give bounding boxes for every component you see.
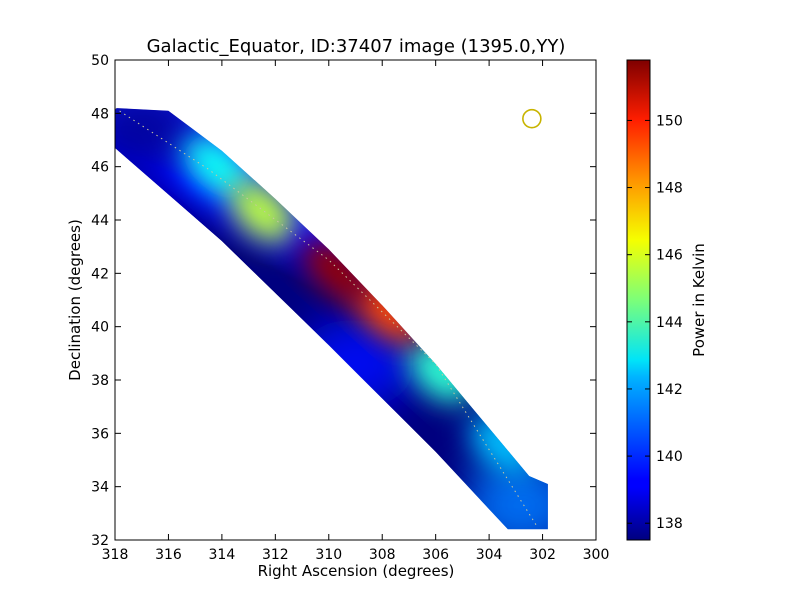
colorbar-tick-label: 146 (656, 248, 683, 264)
x-tick-label: 302 (529, 547, 556, 563)
colorbar-tick-label: 150 (656, 113, 683, 129)
y-tick-label: 44 (91, 213, 109, 229)
x-tick-label: 300 (583, 547, 610, 563)
plot-frame (114, 59, 597, 541)
y-tick-label: 40 (91, 320, 109, 336)
colorbar-tick-label: 144 (656, 315, 683, 331)
x-tick-label: 316 (155, 547, 182, 563)
strip-base (115, 108, 548, 530)
y-tick-label: 48 (91, 106, 109, 122)
x-tick-label: 318 (102, 547, 129, 563)
background-region-upper-left (115, 108, 202, 175)
y-tick-label: 42 (91, 266, 109, 282)
x-tick-label: 314 (209, 547, 236, 563)
colorbar: 138 140 142 144 146 148 150 (626, 59, 683, 541)
colorbar-label: Power in Kelvin (690, 243, 708, 357)
colorbar-gradient (626, 59, 651, 541)
y-axis-label: Declination (degrees) (66, 219, 84, 381)
y-tick-label: 46 (91, 160, 109, 176)
colorbar-tick-label: 138 (656, 516, 683, 532)
y-tick-label: 38 (91, 373, 109, 389)
x-axis-ticks: 318 316 314 312 310 308 306 304 302 300 (102, 60, 610, 563)
y-tick-label: 34 (91, 480, 109, 496)
y-tick-label: 32 (91, 533, 109, 549)
colorbar-tick-label: 140 (656, 449, 683, 465)
colorbar-tick-label: 148 (656, 181, 683, 197)
x-axis-label: Right Ascension (degrees) (258, 562, 455, 580)
x-tick-label: 306 (422, 547, 449, 563)
y-tick-label: 36 (91, 426, 109, 442)
colorbar-tick-label: 142 (656, 382, 683, 398)
beam-marker-circle (522, 108, 542, 129)
colorbar-ticks: 138 140 142 144 146 148 150 (627, 113, 683, 532)
x-tick-label: 310 (315, 547, 342, 563)
x-tick-label: 308 (369, 547, 396, 563)
hotspot-5 (302, 238, 372, 304)
plot-area: 318 316 314 312 310 308 306 304 302 300 32 34 36 38 4… (91, 53, 610, 563)
x-tick-label: 312 (262, 547, 289, 563)
y-tick-label: 50 (91, 53, 109, 69)
chart-title: Galactic_Equator, ID:37407 image (1395.0… (147, 36, 566, 57)
x-tick-label: 304 (476, 547, 503, 563)
y-axis-ticks: 32 34 36 38 40 42 44 46 48 50 (91, 53, 596, 549)
heatmap-strip (115, 108, 548, 530)
